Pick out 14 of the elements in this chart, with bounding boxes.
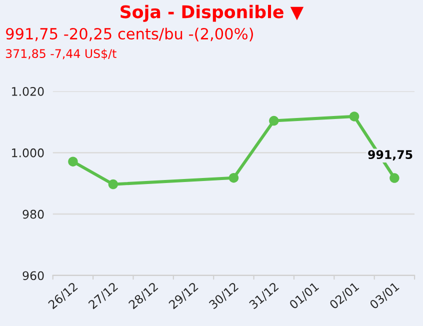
text: 371,85 -7,44 US$/t xyxy=(6,48,116,60)
chart-title: Soja - Disponible ▼ xyxy=(120,4,304,22)
point xyxy=(68,156,78,166)
y-tick-label: 980 xyxy=(22,210,44,219)
chart-subtitle: 991,75 -20,25 cents/bu -(2,00%) xyxy=(6,28,253,42)
point xyxy=(390,173,400,183)
data-label: 991,75 xyxy=(368,150,412,161)
point xyxy=(108,179,118,190)
point xyxy=(269,116,279,126)
point xyxy=(349,112,360,122)
y-tick-label: 1.020 xyxy=(12,87,44,96)
point xyxy=(228,172,239,183)
y-tick-label: 1.000 xyxy=(12,148,44,158)
y-tick-label: 960 xyxy=(22,271,44,280)
